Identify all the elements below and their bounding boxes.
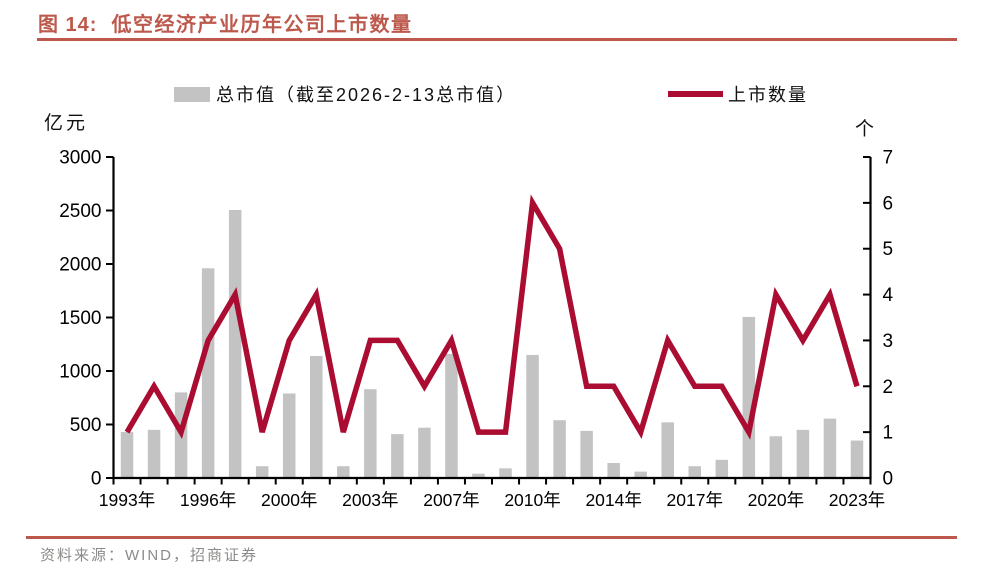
bar-2011: [553, 420, 566, 478]
bar-2023: [850, 440, 864, 478]
bar-1998: [255, 466, 269, 478]
line-swatch-icon: [668, 91, 723, 97]
bar-2017: [688, 466, 702, 478]
bar-2012: [580, 430, 593, 478]
left-axis-tick-label: 1500: [59, 308, 101, 329]
x-axis-label: 2007年: [423, 490, 479, 510]
bar-2021: [796, 429, 810, 478]
bar-2001: [310, 356, 323, 478]
bar-2009: [499, 468, 512, 478]
bar-2005: [391, 434, 404, 478]
bar-2010: [526, 354, 539, 478]
bar-1996: [201, 268, 215, 478]
right-axis-tick-label: 5: [883, 239, 894, 260]
bar-1993: [120, 431, 134, 478]
x-axis-label: 2003年: [342, 490, 398, 510]
figure-title-text: 低空经济产业历年公司上市数量: [111, 14, 413, 36]
bar-1997: [228, 209, 242, 478]
legend-bar-label: 总市值（截至2026-2-13总市值）: [216, 85, 517, 105]
x-axis-label: 1996年: [180, 490, 236, 510]
bar-2020: [769, 436, 783, 478]
bar-1994: [147, 429, 161, 478]
x-axis-label: 2014年: [585, 490, 641, 510]
bar-2015: [634, 471, 647, 478]
figure-number: 图 14:: [38, 14, 98, 36]
bar-2008: [472, 473, 485, 478]
x-axis-label: 2000年: [261, 490, 317, 510]
title-divider: [37, 38, 957, 41]
legend-item-market-cap: 总市值（截至2026-2-13总市值）: [174, 83, 516, 105]
right-axis-tick-label: 1: [883, 423, 894, 444]
bar-2019: [742, 316, 756, 478]
right-axis-unit: 个: [855, 119, 878, 140]
chart-legend: 总市值（截至2026-2-13总市值） 上市数量: [0, 83, 993, 105]
bar-2006: [418, 427, 431, 478]
bar-2000: [282, 393, 296, 478]
bar-2003: [364, 389, 377, 478]
bar-2018: [715, 459, 729, 478]
bar-2002: [337, 466, 350, 478]
left-axis-tick-label: 0: [91, 469, 102, 490]
left-axis-tick-label: 3000: [59, 148, 101, 169]
bar-2014: [607, 463, 620, 478]
right-axis-tick-label: 2: [883, 377, 894, 398]
right-axis-tick-label: 3: [883, 331, 894, 352]
x-axis-label: 1993年: [99, 490, 155, 510]
bar-2022: [823, 418, 837, 478]
right-axis-tick-label: 4: [883, 285, 894, 306]
listing-count-line: [124, 194, 860, 440]
bar-swatch-icon: [174, 86, 210, 102]
figure-title: 图 14: 低空经济产业历年公司上市数量: [38, 8, 412, 37]
x-axis-label: 2010年: [504, 490, 560, 510]
right-axis-tick-label: 7: [883, 148, 894, 169]
x-axis-label: 2023年: [829, 490, 885, 510]
left-axis-unit: 亿元: [44, 113, 89, 134]
left-axis-tick-label: 2000: [59, 255, 101, 276]
x-axis-label: 2017年: [667, 490, 723, 510]
x-axis-label: 2020年: [748, 490, 804, 510]
right-axis-tick-label: 6: [883, 193, 894, 214]
legend-item-listing-count: 上市数量: [668, 83, 808, 105]
source-note: 资料来源：WIND，招商证券: [40, 547, 258, 564]
right-axis-tick-label: 0: [883, 469, 894, 490]
left-axis-tick-label: 1000: [59, 362, 101, 383]
bar-2007: [445, 353, 458, 478]
legend-line-label: 上市数量: [728, 85, 808, 105]
left-axis-tick-label: 2500: [59, 201, 101, 222]
footer-divider: [26, 536, 957, 539]
left-axis-tick-label: 500: [70, 415, 102, 436]
bar-2016: [661, 422, 674, 478]
